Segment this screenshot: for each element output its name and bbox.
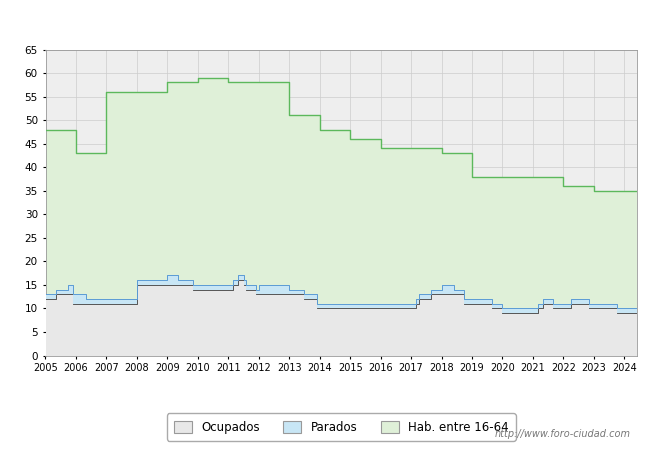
Text: Torralba de los Frailes - Evolucion de la poblacion en edad de Trabajar Mayo de : Torralba de los Frailes - Evolucion de l…: [28, 13, 622, 26]
Legend: Ocupados, Parados, Hab. entre 16-64: Ocupados, Parados, Hab. entre 16-64: [167, 414, 515, 441]
Text: http://www.foro-ciudad.com: http://www.foro-ciudad.com: [495, 429, 630, 439]
